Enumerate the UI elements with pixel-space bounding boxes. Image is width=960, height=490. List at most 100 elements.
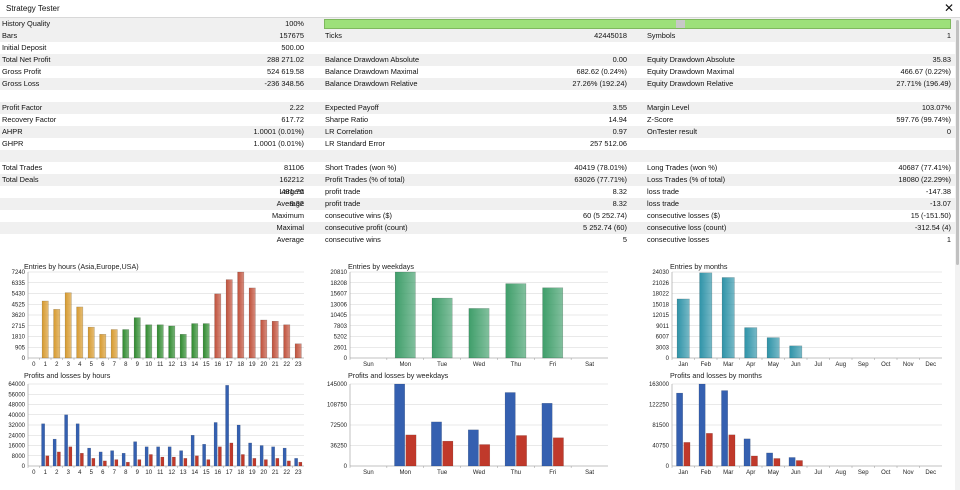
x-tick-label: Jul <box>814 362 822 368</box>
bar-loss <box>80 452 84 467</box>
x-tick-label: 20 <box>260 470 267 476</box>
stat-label: Total Deals <box>2 175 39 184</box>
bar-profit <box>179 450 183 467</box>
history-quality-label: History Quality <box>2 19 51 28</box>
x-tick-label: 1 <box>44 470 48 476</box>
stat-value: 27.26% (192.24) <box>572 79 627 88</box>
bar <box>87 326 95 359</box>
stat-value: 103.07% <box>921 103 951 112</box>
stat-label: Maximum <box>271 211 304 220</box>
bar-profit <box>202 444 206 467</box>
y-tick-label: 20810 <box>330 270 347 276</box>
stat-value: -13.07 <box>930 199 951 208</box>
bar-profit <box>110 450 114 467</box>
bar-profit <box>225 385 229 467</box>
stat-value: 3.55 <box>612 103 627 112</box>
bar <box>41 300 49 359</box>
bar-loss <box>91 458 96 467</box>
stat-value: 15 (-151.50) <box>910 211 951 220</box>
stat-label: LR Correlation <box>325 127 373 136</box>
stats-row: AHPR 1.0001 (0.01%) LR Correlation 0.97 OnTe… <box>0 126 956 138</box>
y-tick-label: 0 <box>22 356 26 362</box>
y-tick-label: 15607 <box>330 292 347 298</box>
stat-value: 40419 (78.01%) <box>574 163 627 172</box>
y-tick-label: 81500 <box>652 423 669 429</box>
stat-label: Gross Loss <box>2 79 40 88</box>
bar-loss <box>195 455 199 467</box>
x-tick-label: 20 <box>260 362 267 368</box>
x-tick-label: Mar <box>723 470 733 476</box>
bar <box>394 271 416 359</box>
x-tick-label: May <box>768 362 779 368</box>
bar <box>542 287 564 359</box>
x-tick-label: 10 <box>145 470 152 476</box>
bar-loss <box>287 460 291 467</box>
title-bar: Strategy Tester ✕ <box>0 0 960 18</box>
bar <box>505 283 527 359</box>
x-tick-label: Thu <box>511 470 521 476</box>
history-quality-bar <box>324 19 951 29</box>
bar <box>676 298 690 359</box>
x-tick-label: 12 <box>168 362 175 368</box>
y-tick-label: 2601 <box>334 345 348 351</box>
x-tick-label: 4 <box>78 362 82 368</box>
stat-label: Loss Trades (% of total) <box>647 175 726 184</box>
stat-value: 0 <box>946 127 951 136</box>
bar-loss <box>405 434 417 467</box>
stat-label: consecutive loss (count) <box>647 223 727 232</box>
stat-value: 1.0001 (0.01%) <box>253 139 304 148</box>
bar-profit <box>75 423 80 467</box>
stat-label: AHPR <box>2 127 23 136</box>
stats-row: GHPR 1.0001 (0.01%) LR Standard Error 257 5… <box>0 138 956 150</box>
x-tick-label: Dec <box>925 470 936 476</box>
stat-label: profit trade <box>325 199 361 208</box>
bar <box>699 272 713 359</box>
bar-profit <box>721 390 728 467</box>
bar-profit <box>766 452 773 467</box>
bar-loss <box>137 459 142 467</box>
x-tick-label: 7 <box>113 470 117 476</box>
y-tick-label: 6007 <box>656 335 670 341</box>
stats-row: Bars 157675 Ticks 42445018 Symbols 1 <box>0 30 956 42</box>
y-tick-label: 9011 <box>656 324 670 330</box>
x-tick-label: 8 <box>124 362 128 368</box>
bar-profit <box>431 421 442 467</box>
stats-row: Total Net Profit 288 271.02 Balance Drawdo… <box>0 54 956 66</box>
stat-label: Equity Drawdown Maximal <box>647 67 735 76</box>
x-tick-label: 6 <box>101 470 105 476</box>
y-tick-label: 18208 <box>330 281 347 287</box>
stat-value: 257 512.06 <box>590 139 627 148</box>
y-tick-label: 3620 <box>12 313 26 319</box>
stats-row: Profit Factor 2.22 Expected Payoff 3.55 Marg… <box>0 102 956 114</box>
bar <box>260 319 268 359</box>
bar <box>145 324 153 359</box>
bar-profit <box>504 392 516 467</box>
bar-loss <box>252 458 257 467</box>
stat-value: 81106 <box>283 163 304 172</box>
x-tick-label: Mon <box>399 362 411 368</box>
x-tick-label: 12 <box>168 470 175 476</box>
bar-profit <box>259 445 264 467</box>
stat-label: Z-Score <box>647 115 674 124</box>
y-tick-label: 3003 <box>656 345 670 351</box>
history-quality-row: History Quality 100% <box>0 18 956 30</box>
y-tick-label: 64000 <box>8 382 25 388</box>
y-tick-label: 18022 <box>652 292 669 298</box>
stat-label: consecutive wins <box>325 235 381 244</box>
bar <box>53 309 61 359</box>
x-tick-label: Sep <box>858 470 869 476</box>
charts-area: Entries by hours (Asia,Europe,USA) 7240 63… <box>0 258 955 490</box>
bar-loss <box>206 459 211 467</box>
x-tick-label: Oct <box>881 362 891 368</box>
bar-profit <box>698 383 706 467</box>
bar-loss <box>114 459 119 467</box>
stat-label: Short Trades (won %) <box>325 163 397 172</box>
x-tick-label: Jun <box>791 470 801 476</box>
x-tick-label: Fri <box>549 470 556 476</box>
stat-label: consecutive profit (count) <box>325 223 408 232</box>
stat-value: -147.38 <box>925 187 951 196</box>
x-tick-label: Dec <box>925 362 936 368</box>
close-icon[interactable]: ✕ <box>943 1 955 15</box>
scrollbar-thumb[interactable] <box>956 20 959 265</box>
x-tick-label: 18 <box>237 362 244 368</box>
